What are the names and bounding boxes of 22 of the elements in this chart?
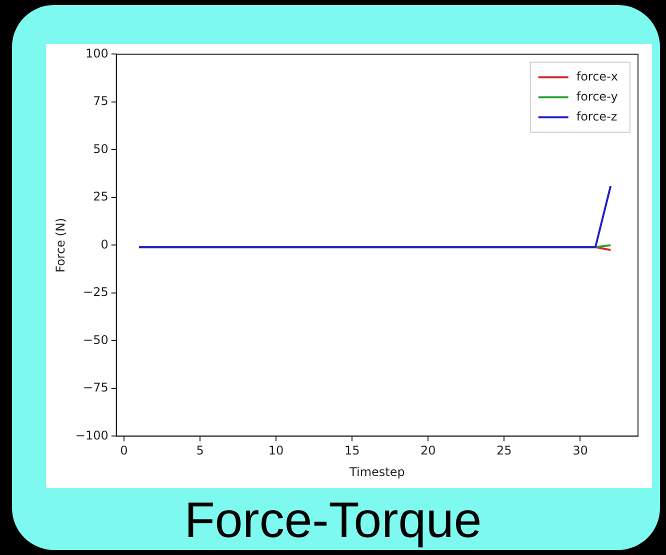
y-tick-label: −50 bbox=[83, 332, 108, 347]
legend-label: force-x bbox=[576, 69, 618, 84]
y-tick-label: 100 bbox=[85, 46, 108, 60]
x-tick-label: 20 bbox=[420, 444, 436, 458]
x-axis-title: Timestep bbox=[348, 464, 405, 479]
legend-label: force-y bbox=[576, 89, 618, 104]
y-tick-label: −25 bbox=[83, 285, 108, 300]
text: Force-Torque bbox=[183, 491, 483, 550]
y-tick-label: 50 bbox=[93, 142, 108, 156]
y-tick-label: 0 bbox=[100, 237, 108, 252]
x-tick-label: 0 bbox=[120, 444, 128, 458]
x-tick-label: 25 bbox=[496, 444, 512, 458]
y-tick-label: −75 bbox=[83, 380, 108, 395]
x-tick-label: 15 bbox=[344, 444, 360, 458]
y-axis-title: Force (N) bbox=[53, 218, 68, 273]
y-tick-label: 25 bbox=[93, 190, 108, 204]
x-tick-label: 30 bbox=[572, 444, 588, 458]
legend-label: force-z bbox=[576, 109, 618, 124]
y-tick-label: 75 bbox=[93, 94, 108, 108]
x-tick-label: 10 bbox=[268, 444, 284, 458]
x-tick-label: 5 bbox=[196, 444, 204, 458]
y-tick-label: −100 bbox=[75, 428, 108, 442]
